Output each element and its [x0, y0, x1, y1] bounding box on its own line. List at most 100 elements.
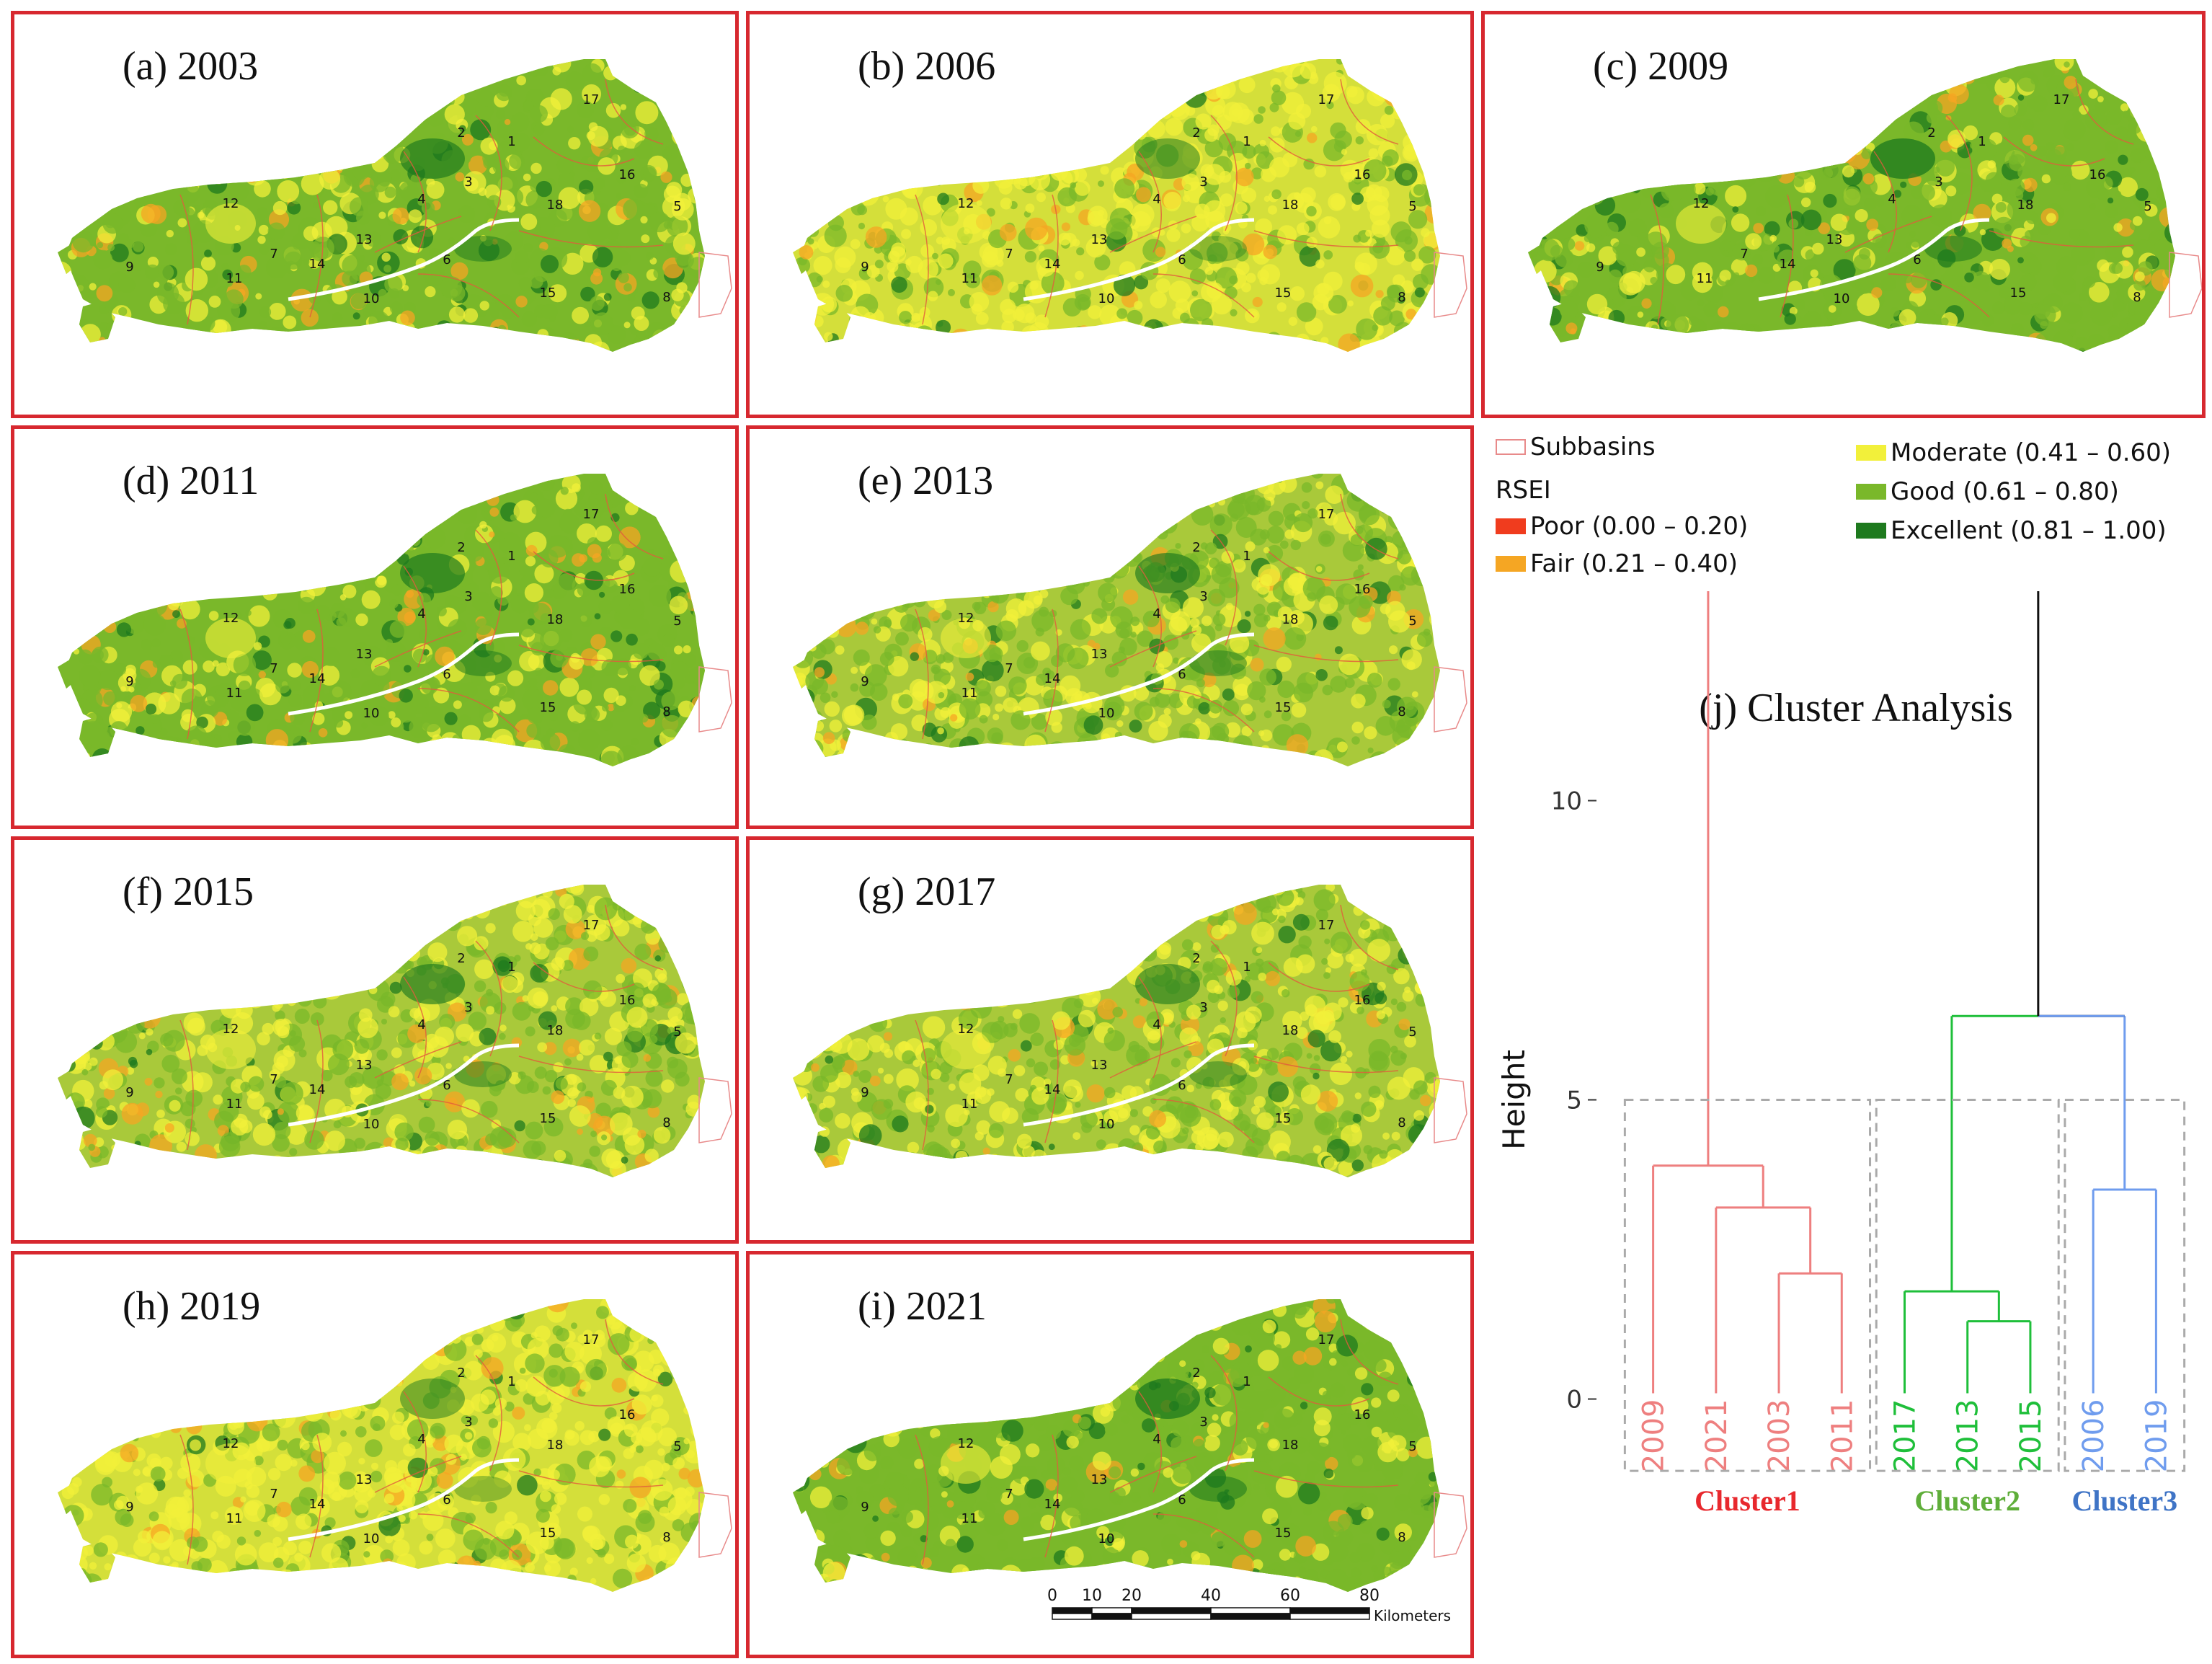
scale-tick-label: 0	[1047, 1587, 1057, 1605]
subbasin-label: 14	[1044, 1497, 1061, 1512]
subbasin-label: 1	[507, 549, 515, 564]
leaf-label: 2015	[2015, 1399, 2048, 1473]
subbasin-label: 4	[1152, 606, 1160, 621]
subbasin-label: 9	[861, 674, 869, 689]
panel-title: (d) 2011	[123, 459, 259, 503]
subbasin-label: 14	[309, 1082, 326, 1097]
subbasin-label: 2	[457, 125, 465, 141]
subbasin-label: 16	[1354, 582, 1371, 597]
subbasin-label: 3	[1199, 1415, 1207, 1430]
legend-class-label: Fair (0.21 – 0.40)	[1530, 549, 1738, 578]
subbasin-label: 6	[1913, 252, 1921, 267]
subbasin-label: 5	[1408, 1439, 1416, 1454]
subbasin-label: 13	[1826, 232, 1843, 247]
subbasin-label: 15	[540, 286, 556, 301]
subbasin-label: 18	[2017, 198, 2034, 213]
map-panel-2011: 1 2 3 4 5 6 7 8 9 10 11 12 13 14 15 16 17 18 (d) 2011	[11, 425, 739, 829]
cluster-label: Cluster3	[2071, 1484, 2177, 1517]
scale-segment	[1210, 1613, 1291, 1620]
subbasin-label: 2	[457, 951, 465, 966]
subbasin-label: 15	[2010, 286, 2027, 301]
subbasin-label: 16	[619, 582, 636, 597]
subbasin-label: 9	[1596, 260, 1604, 275]
subbasin-outline	[698, 252, 732, 318]
subbasin-label: 10	[363, 291, 380, 306]
subbasin-label: 13	[356, 1058, 373, 1073]
subbasin-label: 1	[1978, 134, 1986, 149]
subbasin-label: 6	[443, 252, 450, 267]
subbasin-outline	[2169, 252, 2202, 318]
subbasin-label: 3	[1199, 174, 1207, 190]
panel-title: (b) 2006	[858, 44, 996, 89]
subbasin-label: 17	[2053, 92, 2070, 107]
legend-class-poor: Poor (0.00 – 0.20)	[1496, 512, 1748, 541]
subbasin-label: 8	[2133, 290, 2141, 305]
subbasin-label: 12	[958, 1436, 974, 1451]
scale-segment	[1091, 1613, 1132, 1620]
subbasin-label: 7	[1005, 1487, 1013, 1502]
subbasin-label: 12	[1693, 196, 1710, 211]
scale-tick-label: 40	[1201, 1587, 1221, 1605]
map-panel-2015: 1 2 3 4 5 6 7 8 9 10 11 12 13 14 15 16 17 18 (f) 2015	[11, 836, 739, 1244]
good-swatch	[1856, 484, 1886, 500]
subbasin-label: 7	[1740, 247, 1748, 262]
panel-title: (g) 2017	[858, 869, 996, 914]
legend-class-label: Poor (0.00 – 0.20)	[1530, 512, 1749, 541]
subbasin-label: 18	[547, 1438, 564, 1453]
subbasin-label: 14	[309, 671, 326, 686]
map-legend: Subbasins RSEI Poor (0.00 – 0.20) Fair (…	[1496, 425, 2187, 591]
subbasin-label: 14	[1044, 257, 1061, 272]
cluster-box	[2064, 1099, 2186, 1472]
subbasin-label: 7	[270, 1487, 277, 1502]
subbasin-label: 17	[583, 1332, 600, 1347]
subbasin-label: 8	[662, 1115, 670, 1130]
leaf-label: 2006	[2077, 1399, 2110, 1473]
subbasin-label: 1	[1243, 134, 1251, 149]
subbasin-label: 18	[547, 198, 564, 213]
leaf-label: 2019	[2140, 1399, 2173, 1473]
subbasin-label: 18	[1282, 198, 1299, 213]
subbasin-label: 17	[583, 92, 600, 107]
subbasin-label: 13	[1091, 647, 1108, 662]
subbasin-label: 7	[270, 1072, 277, 1087]
subbasin-label: 12	[958, 611, 974, 626]
subbasin-label: 3	[464, 589, 472, 604]
subbasin-label: 6	[1178, 252, 1186, 267]
subbasin-label: 15	[1275, 700, 1292, 715]
subbasin-label: 14	[1044, 1082, 1061, 1097]
subbasin-label: 18	[1282, 1438, 1299, 1453]
subbasin-label: 10	[1834, 291, 1850, 306]
subbasin-label: 18	[547, 612, 564, 627]
subbasin-label: 7	[1005, 247, 1013, 262]
subbasin-label: 16	[1354, 167, 1371, 182]
legend-class-good: Good (0.61 – 0.80)	[1856, 477, 2119, 506]
subbasin-label: 3	[1935, 174, 1942, 190]
subbasin-label: 1	[1243, 1374, 1251, 1389]
subbasin-label: 12	[958, 196, 974, 211]
panel-title: (c) 2009	[1593, 44, 1729, 89]
subbasin-label: 16	[619, 167, 636, 182]
subbasin-label: 4	[417, 606, 425, 621]
subbasin-label: 10	[1098, 1117, 1115, 1132]
leaf-label: 2011	[1826, 1399, 1859, 1473]
subbasin-label: 15	[540, 700, 556, 715]
subbasin-label: 15	[540, 1111, 556, 1126]
panel-title: (e) 2013	[858, 459, 994, 503]
legend-subbasins: Subbasins	[1496, 433, 1656, 461]
leaf-label: 2009	[1638, 1399, 1671, 1473]
legend-class-excellent: Excellent (0.81 – 1.00)	[1856, 516, 2167, 545]
subbasin-label: 3	[464, 1000, 472, 1015]
subbasin-outline	[1434, 252, 1467, 318]
subbasin-label: 9	[125, 1500, 133, 1515]
subbasin-label: 4	[1152, 192, 1160, 207]
subbasin-label: 8	[662, 704, 670, 720]
map-panel-2009: 1 2 3 4 5 6 7 8 9 10 11 12 13 14 15 16 17 18 (c) 2009	[1481, 11, 2206, 418]
subbasin-label: 15	[1275, 1111, 1292, 1126]
subbasin-label: 11	[1697, 271, 1713, 286]
subbasin-outline	[698, 1077, 732, 1143]
moderate-swatch	[1856, 445, 1886, 461]
